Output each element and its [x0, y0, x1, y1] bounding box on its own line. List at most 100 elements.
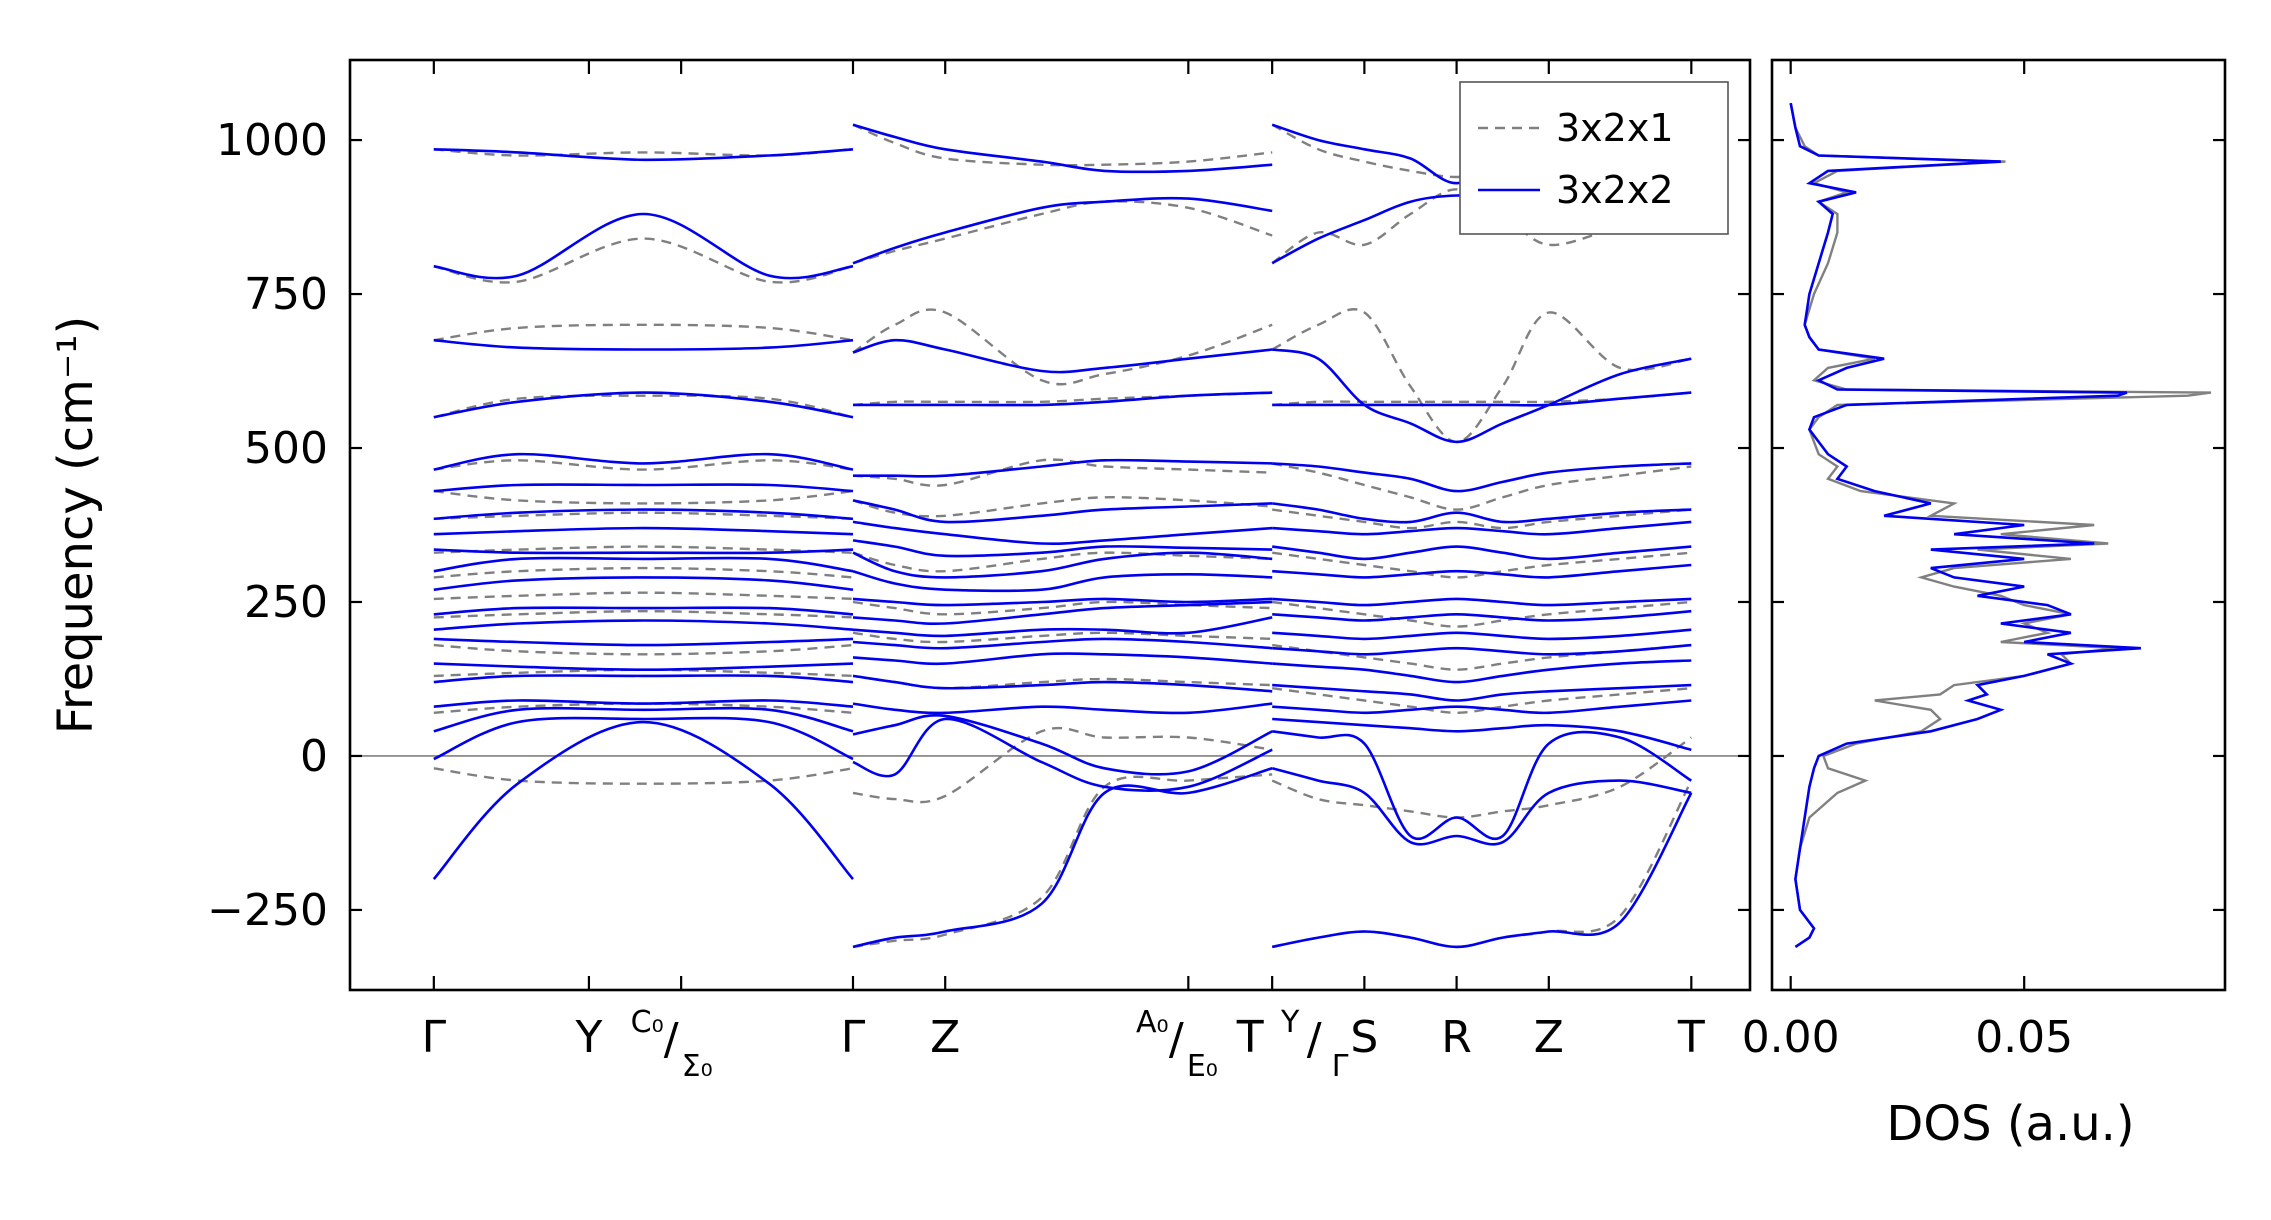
legend: 3x2x1 3x2x2 [1459, 81, 1729, 235]
band-line-3x2x2-seg2-b2 [1271, 348, 1692, 444]
band-line-3x2x2-seg0-b5 [433, 483, 854, 493]
band-line-3x2x1-seg2-b10 [1271, 736, 1692, 819]
band-line-3x2x2-seg2-b14 [1272, 683, 1692, 702]
band-line-3x2x1-seg2-b7 [1272, 600, 1692, 628]
band-line-3x2x2-seg0-b6 [433, 508, 854, 521]
band-line-3x2x2-seg1-b10 [852, 597, 1273, 607]
band-line-3x2x2-seg2-b7 [1272, 545, 1692, 561]
x-tick-label: T [1677, 1012, 1705, 1063]
y-tick-label: 0 [300, 731, 328, 782]
band-line-3x2x1-seg1-b0 [852, 123, 1273, 167]
band-line-3x2x1-seg0-b9 [433, 591, 854, 601]
x-tick-label-sub: E₀ [1187, 1049, 1218, 1084]
y-tick-label: 500 [244, 423, 328, 474]
band-line-3x2x1-seg1-b11 [852, 773, 1273, 949]
dos-panel: 0.00 0.05 DOS (a.u.) [1742, 58, 2227, 1152]
band-line-3x2x1-seg0-b7 [433, 545, 854, 554]
band-line-3x2x1-seg0-b1 [433, 237, 854, 284]
band-line-3x2x2-seg1-b8 [852, 551, 1273, 579]
x-tick-label: Γ [841, 1012, 866, 1063]
dos-axis-label: DOS (a.u.) [1886, 1096, 2134, 1152]
band-line-3x2x2-seg2-b4 [1272, 462, 1692, 493]
band-line-3x2x1-seg0-b8 [433, 566, 854, 579]
band-line-3x2x2-seg1-b16 [852, 702, 1273, 715]
band-line-3x2x2-seg2-b17 [1272, 730, 1692, 840]
band-line-3x2x2-seg1-b18 [852, 717, 1273, 792]
x-tick-label: R [1441, 1012, 1472, 1063]
frequency-axis-label: Frequency (cm⁻¹) [48, 316, 104, 734]
band-line-3x2x2-seg2-b13 [1272, 659, 1692, 684]
band-line-3x2x1-seg0-b10 [433, 609, 854, 619]
band-line-3x2x2-seg0-b12 [433, 619, 854, 631]
band-line-3x2x2-seg0-b9 [433, 556, 854, 573]
band-curves [432, 123, 1693, 949]
x-tick-label-slash: / [1307, 1014, 1322, 1065]
x-tick-label: Z [930, 1012, 960, 1063]
band-line-3x2x2-seg1-b17 [852, 713, 1273, 776]
band-line-3x2x2-seg0-b17 [433, 706, 854, 733]
band-line-3x2x1-seg0-b2 [433, 323, 854, 342]
band-line-3x2x1-seg0-b3 [433, 394, 854, 419]
x-tick-label: S [1350, 1012, 1378, 1063]
band-line-3x2x2-seg0-b13 [433, 637, 854, 647]
series-3x2x2 [432, 123, 1693, 949]
band-line-3x2x2-seg0-b11 [433, 606, 854, 616]
legend-label: 3x2x2 [1556, 168, 1674, 212]
band-line-3x2x2-seg0-b3 [433, 391, 854, 419]
y-tick-label: 250 [244, 577, 328, 628]
band-line-3x2x2-seg2-b12 [1272, 643, 1692, 656]
band-line-3x2x1-seg0-b4 [433, 459, 854, 471]
band-line-3x2x1-seg1-b6 [852, 551, 1273, 573]
band-line-3x2x1-seg0-b14 [433, 767, 854, 785]
band-line-3x2x2-seg1-b7 [852, 539, 1273, 558]
band-line-3x2x2-seg0-b1 [433, 212, 854, 280]
band-line-3x2x1-seg2-b4 [1271, 462, 1692, 511]
band-line-3x2x2-seg2-b19 [1271, 792, 1693, 949]
band-line-3x2x2-seg2-b10 [1272, 609, 1692, 622]
band-line-3x2x1-seg1-b4 [852, 458, 1273, 487]
band-line-3x2x1-seg2-b11 [1271, 780, 1693, 949]
band-line-3x2x2-seg1-b0 [852, 123, 1273, 174]
band-line-3x2x2-seg1-b3 [853, 391, 1273, 407]
dos-tick-labels: 0.00 0.05 [1742, 1012, 2073, 1063]
x-tick-label-sup: A₀ [1136, 1005, 1169, 1040]
band-line-3x2x2-seg2-b15 [1272, 699, 1692, 715]
band-line-3x2x2-seg2-b8 [1272, 563, 1692, 579]
series-3x2x1 [433, 123, 1693, 949]
x-tick-label-slash: / [1169, 1014, 1184, 1065]
band-line-3x2x2-seg1-b11 [852, 600, 1273, 626]
x-tick-label: Γ [422, 1012, 447, 1063]
y-tick-label: −250 [207, 885, 328, 936]
band-line-3x2x1-seg0-b11 [433, 643, 854, 656]
band-line-3x2x2-seg2-b3 [1272, 391, 1692, 407]
x-tick-label-sub: Σ₀ [682, 1049, 713, 1084]
band-axes-frame [348, 58, 1752, 992]
band-line-3x2x2-seg0-b15 [433, 674, 854, 684]
band-line-3x2x1-seg2-b2 [1271, 308, 1692, 444]
y-tick-label: 750 [244, 269, 328, 320]
band-line-3x2x2-seg1-b9 [852, 569, 1273, 593]
band-line-3x2x2-seg1-b6 [852, 520, 1273, 546]
band-line-3x2x2-seg0-b0 [433, 148, 854, 162]
band-line-3x2x2-seg1-b15 [852, 674, 1273, 693]
band-line-3x2x2-seg2-b11 [1272, 628, 1692, 641]
band-line-3x2x2-seg1-b2 [852, 338, 1273, 374]
band-line-3x2x2-seg0-b8 [433, 548, 854, 555]
band-line-3x2x2-seg0-b10 [433, 576, 854, 591]
x-tick-label: T [1236, 1012, 1264, 1063]
legend-box [1459, 81, 1729, 235]
band-line-3x2x2-seg2-b18 [1271, 767, 1692, 846]
band-line-3x2x2-seg1-b5 [852, 499, 1273, 524]
dos-axes-frame [1770, 58, 2227, 992]
dos-line-3x2x1 [1789, 102, 2212, 948]
x-tick-label-slash: / [664, 1014, 679, 1065]
band-line-3x2x2-seg0-b18 [433, 716, 854, 761]
band-line-3x2x1-seg1-b8 [852, 631, 1273, 644]
band-line-3x2x2-seg2-b6 [1272, 520, 1692, 536]
band-line-3x2x1-seg0-b6 [433, 511, 854, 520]
band-line-3x2x2-seg0-b4 [433, 452, 854, 471]
band-line-3x2x2-seg1-b4 [853, 458, 1273, 478]
